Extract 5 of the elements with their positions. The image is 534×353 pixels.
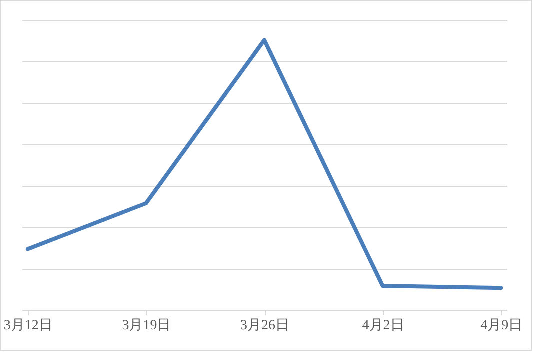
- x-tick-label: 4月2日: [362, 318, 404, 334]
- x-tick-label: 3月26日: [240, 318, 290, 334]
- x-tick-label: 3月19日: [122, 318, 172, 334]
- x-tick-label: 3月12日: [4, 318, 53, 334]
- x-tick-label: 4月9日: [480, 318, 523, 334]
